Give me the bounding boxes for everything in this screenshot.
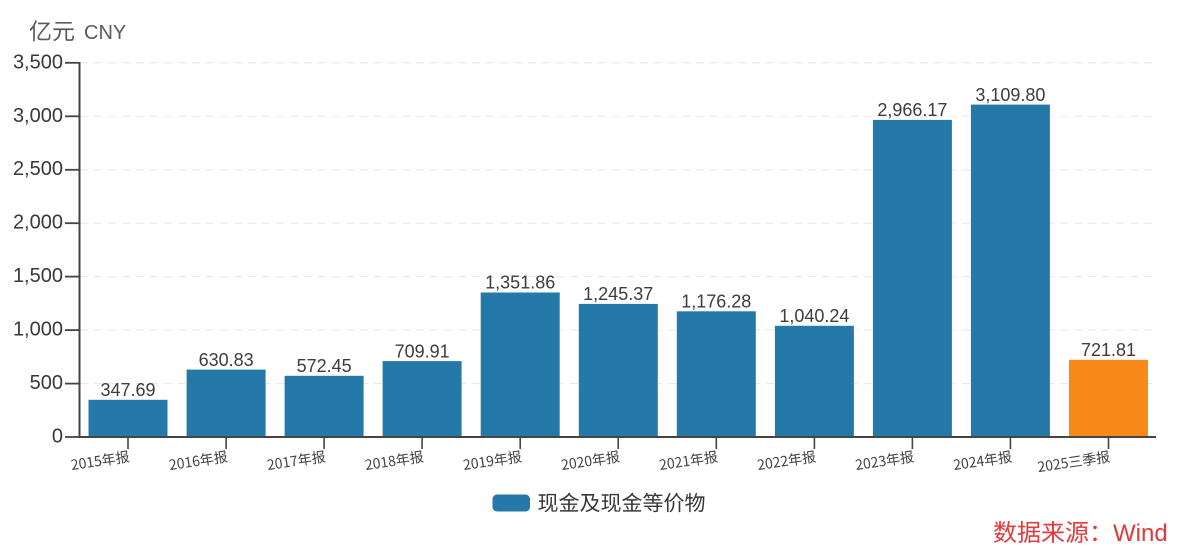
svg-text:630.83: 630.83 (199, 350, 254, 370)
svg-text:1,176.28: 1,176.28 (681, 292, 751, 312)
svg-text:0: 0 (52, 426, 63, 448)
svg-text:1,351.86: 1,351.86 (485, 273, 555, 293)
svg-text:2,966.17: 2,966.17 (877, 100, 947, 120)
svg-text:CNY: CNY (84, 22, 126, 44)
svg-text:1,040.24: 1,040.24 (779, 306, 849, 326)
svg-text:1,500: 1,500 (13, 265, 63, 287)
svg-text:721.81: 721.81 (1081, 340, 1136, 360)
svg-text:3,000: 3,000 (13, 105, 63, 127)
svg-text:3,109.80: 3,109.80 (975, 85, 1045, 105)
svg-text:347.69: 347.69 (100, 380, 155, 400)
svg-text:1,245.37: 1,245.37 (583, 284, 653, 304)
svg-text:3,500: 3,500 (13, 51, 63, 73)
svg-text:2,000: 2,000 (13, 212, 63, 234)
svg-text:500: 500 (30, 372, 63, 394)
svg-text:709.91: 709.91 (395, 341, 450, 361)
svg-text:2,500: 2,500 (13, 158, 63, 180)
svg-text:1,000: 1,000 (13, 319, 63, 341)
svg-text:572.45: 572.45 (297, 356, 352, 376)
svg-text:Wind: Wind (1113, 520, 1168, 547)
